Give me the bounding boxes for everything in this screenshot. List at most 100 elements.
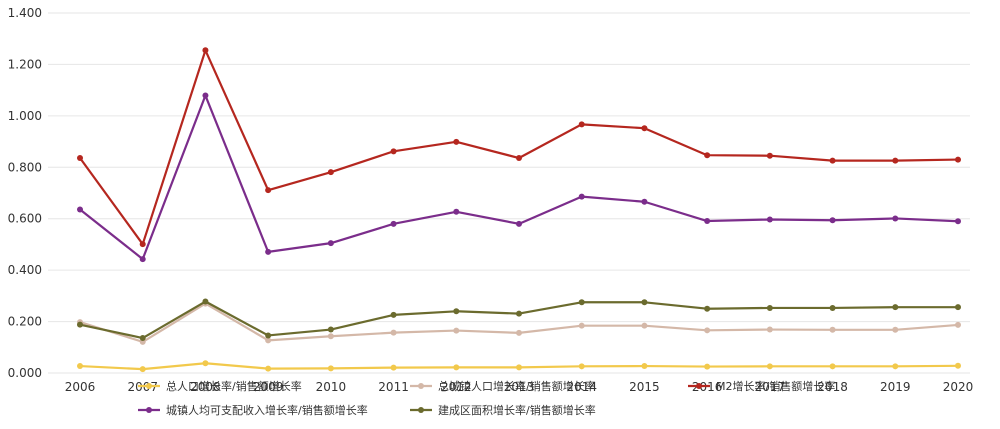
series-3 bbox=[77, 298, 961, 342]
x-tick-label: 2008 bbox=[190, 380, 221, 394]
series-line bbox=[79, 49, 959, 246]
legend-marker bbox=[146, 407, 152, 413]
legend-item: M2增长率/销售额增长率 bbox=[688, 379, 835, 393]
data-point bbox=[516, 155, 522, 162]
data-point bbox=[955, 321, 961, 328]
y-axis-ticks: 0.000 0.200 0.400 0.600 0.800 1.000 1.200 1.400 bbox=[8, 6, 42, 380]
series-line bbox=[79, 302, 959, 343]
data-point bbox=[77, 155, 83, 162]
legend-marker bbox=[146, 383, 152, 389]
data-point bbox=[892, 363, 899, 370]
data-point bbox=[766, 304, 773, 311]
data-point bbox=[327, 240, 334, 247]
data-point bbox=[704, 218, 711, 225]
data-point bbox=[641, 299, 648, 306]
data-point bbox=[265, 365, 272, 372]
data-point bbox=[139, 335, 146, 342]
x-axis-ticks: 2006200720082009201020112012201320142015… bbox=[65, 380, 974, 394]
data-point bbox=[578, 363, 585, 370]
data-point bbox=[892, 304, 899, 311]
data-point bbox=[704, 152, 711, 159]
data-point bbox=[139, 256, 146, 263]
data-point bbox=[202, 360, 209, 367]
y-tick-label: 0.200 bbox=[8, 315, 42, 329]
series-4 bbox=[77, 47, 961, 248]
data-point bbox=[829, 304, 836, 311]
x-tick-label: 2009 bbox=[253, 380, 284, 394]
data-point bbox=[77, 206, 83, 213]
data-point bbox=[578, 299, 585, 306]
y-tick-label: 1.400 bbox=[8, 6, 42, 20]
data-point bbox=[453, 308, 460, 315]
data-point bbox=[202, 298, 209, 305]
y-tick-label: 0.400 bbox=[8, 263, 42, 277]
data-point bbox=[829, 326, 836, 333]
data-point bbox=[265, 337, 272, 344]
x-tick-label: 2015 bbox=[629, 380, 660, 394]
data-point bbox=[704, 305, 711, 312]
data-point bbox=[641, 198, 648, 205]
data-point bbox=[641, 363, 648, 370]
data-point bbox=[327, 365, 334, 372]
data-point bbox=[829, 363, 836, 370]
data-point bbox=[766, 326, 773, 333]
data-point bbox=[516, 310, 522, 317]
x-tick-label: 2010 bbox=[316, 380, 347, 394]
data-point bbox=[766, 363, 773, 370]
data-point bbox=[77, 363, 83, 370]
y-tick-label: 0.000 bbox=[8, 366, 42, 380]
data-point bbox=[955, 156, 961, 163]
data-point bbox=[390, 364, 397, 371]
y-tick-label: 0.800 bbox=[8, 160, 42, 174]
data-point bbox=[766, 216, 773, 223]
data-point bbox=[327, 333, 334, 340]
grid-lines bbox=[48, 12, 970, 374]
data-point bbox=[453, 208, 460, 215]
legend-item: 总城镇人口增长率/销售额增长率 bbox=[410, 379, 596, 393]
data-point bbox=[265, 332, 272, 339]
legend-marker bbox=[418, 407, 424, 413]
data-point bbox=[955, 218, 961, 225]
data-point bbox=[453, 364, 460, 371]
series-1 bbox=[77, 92, 961, 263]
data-point bbox=[77, 321, 83, 328]
x-tick-label: 2020 bbox=[943, 380, 974, 394]
data-point bbox=[139, 241, 146, 248]
data-point bbox=[453, 327, 460, 334]
legend-label: 建成区面积增长率/销售额增长率 bbox=[438, 403, 596, 417]
data-point bbox=[139, 366, 146, 373]
series-line bbox=[79, 94, 959, 261]
data-point bbox=[327, 169, 334, 176]
legend-item: 建成区面积增长率/销售额增长率 bbox=[410, 403, 596, 417]
data-point bbox=[390, 311, 397, 318]
x-tick-label: 2018 bbox=[817, 380, 848, 394]
data-point bbox=[265, 248, 272, 255]
data-point bbox=[202, 47, 209, 54]
series-0 bbox=[77, 360, 961, 373]
data-point bbox=[641, 125, 648, 132]
series-lines bbox=[77, 47, 961, 373]
legend-marker bbox=[696, 383, 702, 389]
data-point bbox=[202, 92, 209, 99]
data-point bbox=[265, 187, 272, 194]
legend-label: 总城镇人口增长率/销售额增长率 bbox=[438, 379, 596, 393]
data-point bbox=[327, 326, 334, 333]
data-point bbox=[578, 322, 585, 329]
y-tick-label: 1.200 bbox=[8, 57, 42, 71]
data-point bbox=[641, 322, 648, 329]
data-point bbox=[829, 217, 836, 224]
x-tick-label: 2011 bbox=[378, 380, 409, 394]
data-point bbox=[829, 157, 836, 164]
legend-label: 城镇人均可支配收入增长率/销售额增长率 bbox=[166, 403, 368, 417]
data-point bbox=[390, 329, 397, 336]
data-point bbox=[516, 220, 522, 227]
data-point bbox=[516, 364, 522, 371]
x-tick-label: 2006 bbox=[65, 380, 96, 394]
data-point bbox=[704, 327, 711, 334]
data-point bbox=[704, 363, 711, 370]
x-tick-label: 2019 bbox=[880, 380, 911, 394]
data-point bbox=[955, 362, 961, 369]
legend-label: 总人口增长率/销售额增长率 bbox=[166, 379, 302, 393]
data-point bbox=[578, 121, 585, 128]
